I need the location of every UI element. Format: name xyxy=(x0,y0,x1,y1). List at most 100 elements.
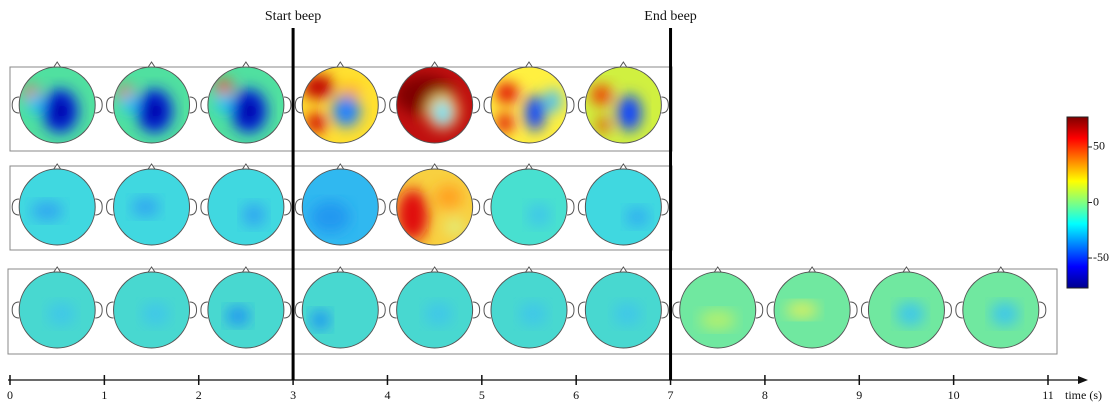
ear xyxy=(95,96,103,114)
head xyxy=(577,266,669,349)
ear xyxy=(661,198,669,216)
map xyxy=(868,272,945,348)
map xyxy=(396,169,473,245)
ear xyxy=(472,301,481,319)
blob xyxy=(31,201,64,221)
blob xyxy=(496,83,518,103)
head xyxy=(294,163,386,246)
head-outline xyxy=(113,168,191,246)
row-frame xyxy=(7,268,1058,355)
head-outline xyxy=(301,271,379,349)
blob xyxy=(433,101,452,125)
blob xyxy=(434,185,463,209)
ear xyxy=(106,198,114,216)
head xyxy=(577,61,669,144)
map-blobs xyxy=(496,83,561,133)
map-blobs xyxy=(396,75,459,129)
ear xyxy=(566,301,575,319)
tick-label: 3 xyxy=(290,388,296,402)
map xyxy=(491,272,567,348)
head-outline xyxy=(113,271,191,349)
ear xyxy=(189,198,198,216)
ear xyxy=(200,198,208,216)
map-blobs xyxy=(141,302,170,326)
head xyxy=(389,163,481,246)
map-blobs xyxy=(302,75,361,133)
ear xyxy=(1038,301,1047,319)
map-base xyxy=(491,169,567,245)
tick-label: 8 xyxy=(762,388,768,402)
head-outline xyxy=(584,271,662,349)
map-blobs xyxy=(241,203,266,227)
blob xyxy=(699,310,736,330)
nose xyxy=(430,163,440,171)
blob xyxy=(625,207,650,227)
map xyxy=(19,169,96,245)
map-base xyxy=(302,272,379,348)
head xyxy=(389,266,481,349)
ear xyxy=(189,301,198,319)
nose xyxy=(241,61,251,69)
nose xyxy=(524,61,534,69)
blob xyxy=(47,302,76,326)
map-blobs xyxy=(591,85,642,133)
blob xyxy=(340,85,361,97)
ear xyxy=(661,96,669,114)
head xyxy=(294,266,386,349)
map xyxy=(396,67,473,143)
blob xyxy=(121,93,138,113)
map-base xyxy=(585,169,662,245)
ear xyxy=(472,96,481,114)
ear xyxy=(850,301,858,319)
blob xyxy=(896,302,925,326)
ear xyxy=(378,301,386,319)
blob xyxy=(225,306,250,326)
map xyxy=(302,67,379,143)
head xyxy=(11,266,103,349)
ear xyxy=(283,301,292,319)
blob xyxy=(617,95,642,131)
head xyxy=(483,266,575,349)
head-outline xyxy=(301,66,379,144)
colorbar-label: -50 xyxy=(1093,250,1109,264)
map xyxy=(113,169,190,245)
ear xyxy=(294,96,303,114)
ear xyxy=(661,301,669,319)
nose xyxy=(430,61,440,69)
tick-label: 1 xyxy=(101,388,107,402)
map-blobs xyxy=(519,302,547,326)
map-blobs xyxy=(786,302,819,318)
head-outline xyxy=(584,66,662,144)
nose xyxy=(524,163,534,171)
ear xyxy=(766,301,775,319)
head xyxy=(106,61,198,144)
map xyxy=(491,67,567,143)
nose xyxy=(430,266,440,274)
head xyxy=(200,266,292,349)
head xyxy=(766,266,858,349)
ear xyxy=(944,301,952,319)
head xyxy=(200,163,292,246)
ear xyxy=(483,198,492,216)
map xyxy=(585,169,662,245)
nose xyxy=(996,266,1006,274)
head-outline xyxy=(301,168,379,246)
head xyxy=(483,163,575,246)
nose xyxy=(713,266,723,274)
map-blobs xyxy=(225,306,250,326)
head-outline xyxy=(773,271,851,349)
tick-label: 4 xyxy=(384,388,390,402)
head xyxy=(389,61,481,144)
head-outline xyxy=(396,168,474,246)
nose xyxy=(147,266,156,274)
ear xyxy=(483,96,492,114)
blob xyxy=(310,201,351,233)
blob xyxy=(597,117,610,133)
blob xyxy=(786,302,819,318)
head-outline xyxy=(490,271,568,349)
head xyxy=(955,266,1047,349)
head-outline xyxy=(396,271,474,349)
ear xyxy=(672,301,680,319)
head xyxy=(294,61,386,144)
ear xyxy=(389,301,397,319)
